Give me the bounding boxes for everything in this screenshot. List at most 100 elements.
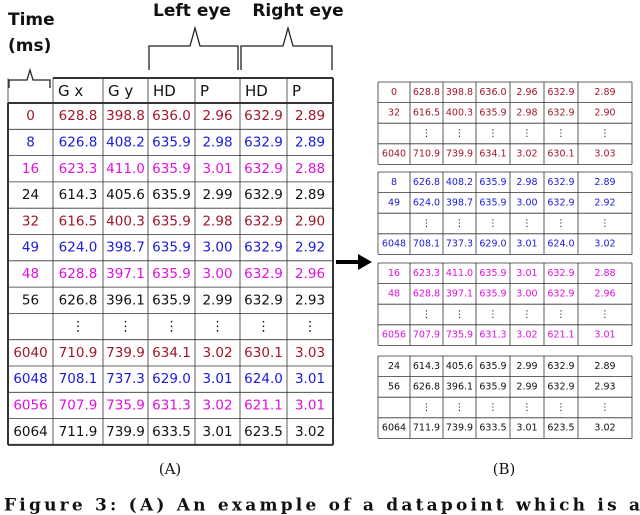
table-b-cell: 3.02: [594, 239, 615, 250]
table-a-cell: 621.1: [244, 397, 283, 413]
table-a-cell: 629.0: [152, 371, 191, 387]
table-a-cell: 0: [26, 108, 35, 124]
left-eye-label: Left eye: [153, 1, 231, 21]
table-b-cell: 632.9: [547, 107, 574, 118]
table-b-cell: 634.1: [479, 149, 506, 160]
table-b-cell: 398.7: [446, 197, 473, 208]
table-a-cell: 2.89: [295, 108, 325, 124]
table-a-cell: 32: [22, 213, 39, 229]
table-a-cell: 398.8: [106, 108, 145, 124]
table-a-cell: 636.0: [152, 108, 191, 124]
table-b-cell: 737.3: [446, 239, 473, 250]
table-a-cell: 2.92: [295, 240, 325, 256]
figure-caption: Figure 3: (A) An example of a datapoint …: [4, 496, 640, 515]
table-a-cell: 3.00: [202, 266, 232, 282]
table-b-cell: 636.0: [479, 87, 506, 98]
table-b-cell: 6048: [382, 239, 406, 250]
table-a-cell: 2.98: [202, 134, 232, 150]
table-b-cell: ⋮: [422, 309, 432, 320]
table-a-cell: 632.9: [244, 292, 283, 308]
table-a-cell: 2.89: [295, 187, 325, 203]
table-a-cell: 710.9: [59, 345, 98, 361]
table-a-cell: 6064: [13, 424, 47, 440]
table-a-cell: 3.01: [295, 397, 325, 413]
table-a-cell: 632.9: [244, 240, 283, 256]
table-b-cell: 408.2: [446, 177, 473, 188]
table-a-cell: 634.1: [152, 345, 191, 361]
brackets: [8, 25, 333, 88]
table-b-cell: ⋮: [488, 309, 498, 320]
left-eye-bracket: [148, 25, 239, 70]
table-b-cell: 3.03: [594, 149, 615, 160]
table-b-cell: 631.3: [479, 330, 506, 341]
right-eye-bracket: [240, 25, 333, 70]
table-a-cell: 398.7: [106, 240, 145, 256]
table-b-cell: 405.6: [446, 361, 473, 372]
table-b-cell: 635.9: [479, 268, 506, 279]
table-b-cell: 398.8: [446, 87, 473, 98]
table-a-cell: ⋮: [165, 319, 179, 335]
table-a-cell: 707.9: [59, 397, 98, 413]
table-b-cell: 400.3: [446, 107, 473, 118]
table-b-cell: 623.5: [547, 423, 574, 434]
table-b-cell: 2.96: [516, 87, 537, 98]
table-a-cell: 626.8: [59, 134, 98, 150]
table-a-cell: 623.5: [244, 424, 283, 440]
table-b-cell: 3.02: [516, 330, 537, 341]
table-a-cell: 3.02: [202, 397, 232, 413]
table-b-cell: ⋮: [600, 218, 610, 229]
table-b-cell: ⋮: [422, 402, 432, 413]
table-a-cell: 3.01: [202, 424, 232, 440]
ms-label: (ms): [8, 36, 51, 56]
table-b-cell: 0: [391, 87, 397, 98]
table-b-cell: 49: [388, 197, 400, 208]
table-a-cell: 635.9: [152, 161, 191, 177]
table-a-cell: 3.01: [202, 371, 232, 387]
table-b-cell: 632.9: [547, 197, 574, 208]
table-b-cell: 3.01: [516, 423, 537, 434]
table-b-cell: ⋮: [600, 309, 610, 320]
column-header: HD: [153, 82, 176, 100]
table-b-cell: 3.02: [516, 149, 537, 160]
table-b-cell: ⋮: [522, 128, 532, 139]
table-a-cell: 623.3: [59, 161, 98, 177]
time-bracket: [8, 67, 51, 88]
table-b-cell: ⋮: [522, 402, 532, 413]
table-b-cell: 397.1: [446, 288, 473, 299]
table-b-cell: 739.9: [446, 423, 473, 434]
table-a-cell: 2.96: [295, 266, 325, 282]
table-a-cell: 737.3: [106, 371, 145, 387]
table-a-cell: 396.1: [106, 292, 145, 308]
table-a-cell: 2.93: [295, 292, 325, 308]
table-b-cell: 708.1: [413, 239, 440, 250]
table-b-cell: 632.9: [547, 288, 574, 299]
table-a-cell: 3.02: [295, 424, 325, 440]
table-b-cell: 707.9: [413, 330, 440, 341]
table-a-cell: 3.00: [202, 240, 232, 256]
table-b-cell: 635.9: [479, 361, 506, 372]
table-a-cell: 635.9: [152, 134, 191, 150]
table-b-cell: 635.9: [479, 381, 506, 392]
table-a-cell: 632.9: [244, 187, 283, 203]
table-a-cell: 635.9: [152, 213, 191, 229]
table-b-cell: 735.9: [446, 330, 473, 341]
table-a-cell: 2.90: [295, 213, 325, 229]
table-b-cell: ⋮: [455, 218, 465, 229]
table-b-cell: 3.01: [594, 330, 615, 341]
table-a-cell: ⋮: [119, 319, 133, 335]
table-b-cell: 3.00: [516, 197, 537, 208]
table-a-cell: 2.98: [202, 213, 232, 229]
right-eye-label: Right eye: [252, 1, 343, 21]
table-b-cell: 2.92: [594, 197, 615, 208]
table-b-cell: 624.0: [547, 239, 574, 250]
table-a-cell: ⋮: [303, 319, 317, 335]
table-a-cell: 405.6: [106, 187, 145, 203]
table-a-cell: 3.01: [202, 161, 232, 177]
table-a-cell: 616.5: [59, 213, 98, 229]
table-a-cell: 624.0: [244, 371, 283, 387]
table-b-cell: 3.02: [594, 423, 615, 434]
table-a-cell: 632.9: [244, 108, 283, 124]
table-b-cell: ⋮: [522, 218, 532, 229]
